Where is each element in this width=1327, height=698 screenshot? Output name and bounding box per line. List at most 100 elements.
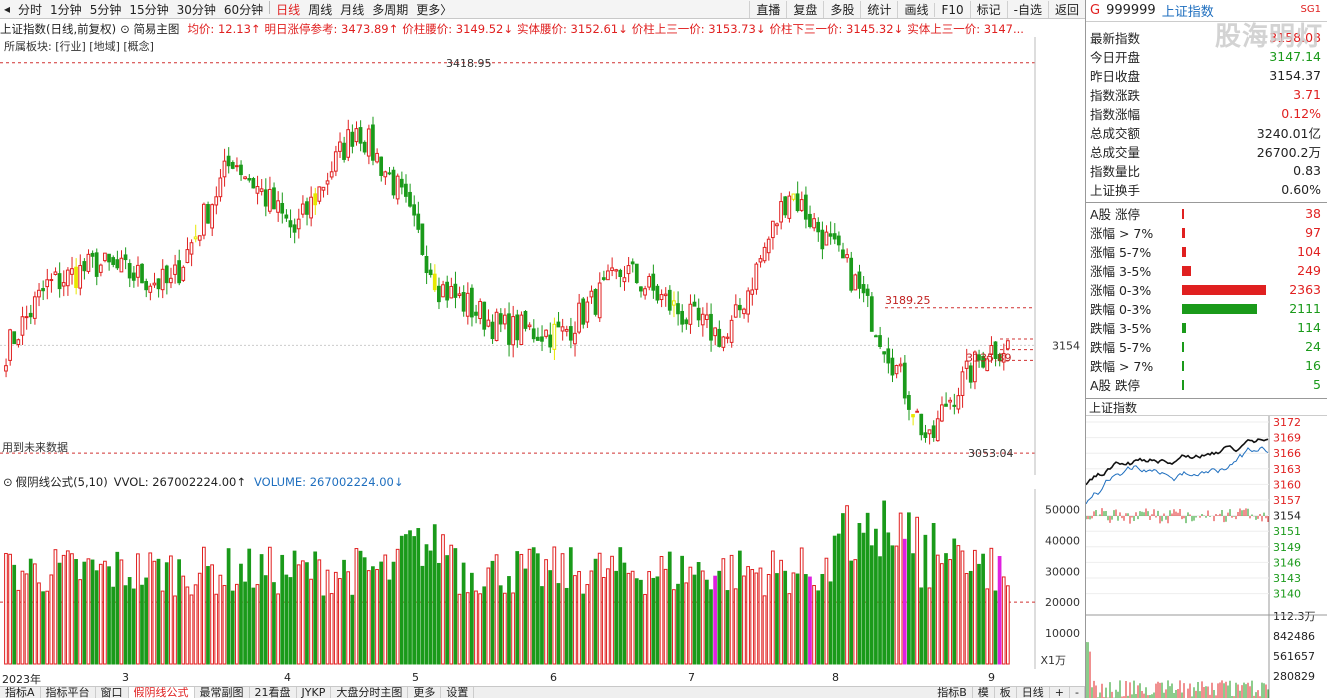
volume-bar [820, 573, 825, 665]
stat-label: 跌幅 3-5% [1090, 321, 1152, 336]
toolbar-right-btn-0[interactable]: 直播 [749, 1, 786, 18]
candle-body [350, 131, 355, 147]
volume-bar [53, 549, 58, 665]
bottom-tab-4[interactable]: 最常副图 [195, 687, 250, 698]
volume-bar [502, 592, 507, 665]
candle-body [317, 186, 322, 202]
candle-body [251, 178, 256, 189]
bottom-right-tab-2[interactable]: 板 [995, 687, 1017, 698]
candle-body [746, 290, 750, 315]
date-tick-6: 8 [832, 671, 839, 684]
toolbar-right-btn-7[interactable]: -自选 [1006, 1, 1048, 18]
volume-bar [474, 590, 478, 665]
volume-bar [272, 582, 276, 665]
period-tab-5[interactable]: 60分钟 [223, 2, 264, 17]
bottom-tab-0[interactable]: 指标A [0, 687, 41, 698]
stat-bar [1182, 303, 1258, 314]
index-name[interactable]: 上证指数 [1161, 5, 1214, 20]
volume-bar [564, 587, 569, 665]
candlestick-chart[interactable]: 所属板块: [行业] [地域] [概念] 3418.95 3053.04 3189.2… [0, 37, 1085, 475]
bottom-tab-8[interactable]: 更多 [408, 687, 442, 698]
candle-body [614, 269, 619, 272]
volume-bar [234, 583, 239, 665]
candle-body [725, 336, 730, 339]
stat-value: 38 [1305, 206, 1321, 221]
candle-body [144, 281, 149, 291]
candle-body [375, 152, 379, 163]
candle-body [527, 324, 532, 328]
bottom-tab-1[interactable]: 指标平台 [41, 687, 96, 698]
toolbar-right-btn-3[interactable]: 统计 [860, 1, 897, 18]
volume-bar [98, 563, 103, 665]
mini-price-label: 3146 [1273, 556, 1301, 569]
period-tab-3[interactable]: 15分钟 [129, 2, 169, 17]
volume-bar [140, 584, 144, 665]
candle-body [57, 273, 62, 290]
bottom-tab-9[interactable]: 设置 [441, 687, 475, 698]
bottom-right-tab-1[interactable]: 模 [973, 687, 995, 698]
period-tab-8[interactable]: 月线 [340, 2, 365, 17]
period-tab-2[interactable]: 5分钟 [89, 2, 122, 17]
volume-bar [4, 552, 8, 665]
period-tab-10[interactable]: 更多〉 [416, 2, 453, 17]
bottom-tab-7[interactable]: 大盘分时主图 [331, 687, 409, 698]
stat-value: 16 [1305, 358, 1321, 373]
period-tab-7[interactable]: 周线 [308, 2, 333, 17]
bottom-right-tab-0[interactable]: 指标B [932, 687, 973, 698]
volume-bar [276, 593, 280, 665]
bottom-tab-3[interactable]: 假阴线公式 [128, 687, 195, 698]
volume-bar [123, 585, 128, 665]
period-tab-9[interactable]: 多周期 [372, 2, 409, 17]
candle-body [754, 263, 759, 290]
period-tab-0[interactable]: 分时 [18, 2, 43, 17]
bottom-right-tab-3[interactable]: 日线 [1017, 687, 1050, 698]
candle-body [832, 233, 837, 240]
candle-body [750, 289, 755, 295]
toolbar-right-btn-4[interactable]: 画线 [897, 1, 934, 18]
volume-bar [639, 579, 643, 665]
toolbar-right-btn-2[interactable]: 多股 [823, 1, 860, 18]
candle-body [383, 171, 388, 178]
candle-body [799, 199, 804, 211]
candle-body [136, 264, 140, 278]
volume-bar [523, 568, 528, 665]
bottom-tab-5[interactable]: 21看盘 [250, 687, 297, 698]
bottom-tab-6[interactable]: JYKP [297, 687, 332, 698]
candle-body [239, 164, 243, 176]
candle-body [457, 293, 462, 296]
volume-chart[interactable]: 50000 40000 30000 20000 10000 X1万 [0, 489, 1085, 669]
intraday-mini-chart[interactable]: 3172 3169 3166 3163 3160 3157 3154 3151 3149 3146… [1086, 416, 1327, 698]
bottom-right-tab-4[interactable]: + [1050, 687, 1071, 698]
stat-label: 涨幅 0-3% [1090, 283, 1152, 298]
stat-label: 跌幅 5-7% [1090, 340, 1152, 355]
quote-label: 指数涨跌 [1090, 88, 1141, 103]
toolbar-back-icon[interactable]: ◂ [4, 2, 11, 16]
stat-row-5: 跌幅 0-3% 2111 [1086, 299, 1327, 318]
candle-body [115, 259, 120, 269]
volume-bar [333, 571, 338, 665]
toolbar-right-btn-5[interactable]: F10 [934, 2, 969, 17]
volume-bar [453, 548, 458, 665]
toolbar-right-btn-1[interactable]: 复盘 [786, 1, 823, 18]
volume-bar [103, 560, 107, 665]
volume-bar [824, 557, 829, 665]
quote-row-1: 今日开盘 3147.14 [1086, 47, 1327, 66]
candle-body [8, 329, 12, 361]
bottom-right-tab-5[interactable]: - [1070, 687, 1085, 698]
period-tab-1[interactable]: 1分钟 [50, 2, 82, 17]
template-dropdown[interactable]: ⊙ 简易主图 [120, 21, 180, 36]
bottom-tab-2[interactable]: 窗口 [96, 687, 129, 698]
period-tab-6[interactable]: 日线 [276, 2, 301, 17]
volume-formula-icon[interactable]: ⊙ [3, 475, 13, 489]
stat-label: A股 涨停 [1090, 207, 1141, 222]
candle-body [935, 418, 940, 442]
quote-row-3: 指数涨跌 3.71 [1086, 85, 1327, 104]
volume-bar [45, 590, 50, 665]
volume-bar [552, 546, 557, 665]
toolbar-right-btn-8[interactable]: 返回 [1047, 1, 1085, 18]
volume-bar [680, 555, 684, 665]
mini-price-label: 3151 [1273, 525, 1301, 538]
period-tab-4[interactable]: 30分钟 [176, 2, 216, 17]
toolbar-right-btn-6[interactable]: 标记 [969, 1, 1007, 18]
volume-bar [935, 554, 940, 665]
